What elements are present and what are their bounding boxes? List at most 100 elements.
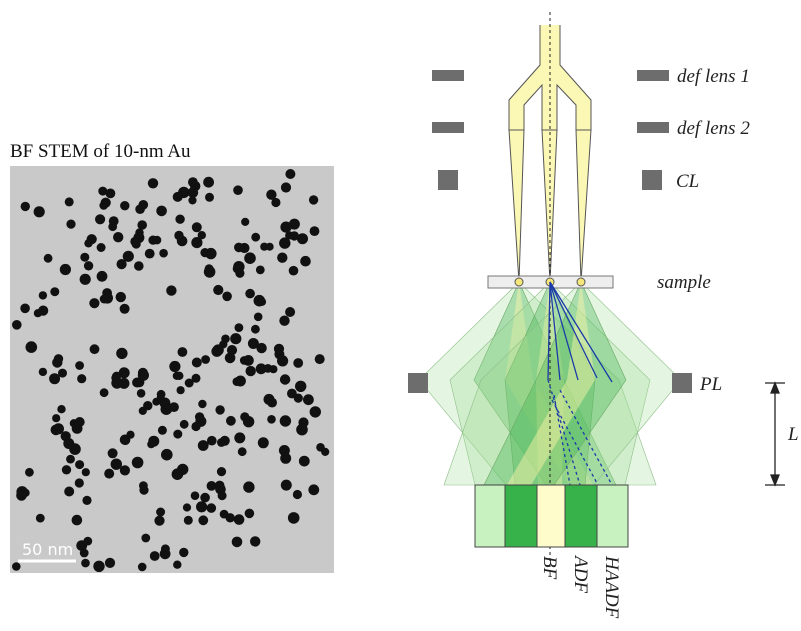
particle <box>321 448 329 456</box>
particle <box>244 252 256 264</box>
particle <box>183 503 191 511</box>
particle <box>138 563 147 572</box>
particle <box>177 386 185 394</box>
particle <box>303 394 314 405</box>
particle <box>84 261 93 270</box>
particle <box>157 394 165 402</box>
particle <box>234 432 245 443</box>
particle <box>93 561 104 572</box>
particle <box>198 400 206 408</box>
particle <box>66 455 75 464</box>
particle <box>297 233 308 244</box>
particle <box>172 468 184 480</box>
particle <box>238 447 247 456</box>
particle <box>52 414 60 422</box>
particle <box>82 496 91 505</box>
particle <box>196 501 207 512</box>
particle <box>279 316 289 326</box>
particle <box>66 220 75 229</box>
particle <box>250 536 260 546</box>
particle <box>243 355 254 366</box>
particle <box>251 325 260 334</box>
particle <box>230 333 241 344</box>
particle <box>243 481 254 492</box>
particle <box>100 295 109 304</box>
particle <box>232 537 243 548</box>
particle <box>53 423 64 434</box>
particle <box>213 285 223 295</box>
particle <box>82 468 90 476</box>
particle <box>12 562 21 571</box>
particle <box>166 285 176 295</box>
particle <box>256 266 265 275</box>
particle <box>80 274 91 285</box>
particle <box>112 372 121 381</box>
particle <box>169 361 180 372</box>
detector-label: BF <box>539 556 560 580</box>
particle <box>54 354 63 363</box>
particle <box>289 266 299 276</box>
particle <box>105 558 115 568</box>
particle <box>75 361 84 370</box>
particle <box>241 218 249 226</box>
incident-beam <box>509 25 591 282</box>
particle <box>192 222 202 232</box>
particle <box>266 243 274 251</box>
particle <box>81 559 90 568</box>
particle <box>293 358 303 368</box>
particle <box>109 216 119 226</box>
particle <box>80 253 89 262</box>
particle <box>220 510 229 519</box>
particle <box>116 348 127 359</box>
particle <box>169 402 179 412</box>
particle <box>258 437 269 448</box>
particle <box>120 304 130 314</box>
particle <box>253 295 265 307</box>
particle <box>254 313 263 322</box>
particle <box>57 405 65 413</box>
particle <box>274 344 284 354</box>
particle <box>188 196 196 204</box>
particle <box>161 449 173 461</box>
particle <box>39 368 47 376</box>
particle <box>76 540 87 551</box>
particle <box>280 415 291 426</box>
particle <box>133 232 144 243</box>
particle <box>195 416 206 427</box>
particle <box>246 366 256 376</box>
particle <box>108 448 118 458</box>
particle <box>179 548 188 557</box>
particle <box>65 197 74 206</box>
particle <box>100 388 109 397</box>
particle <box>226 416 236 426</box>
detector <box>475 485 628 547</box>
particle <box>50 287 59 296</box>
particle <box>235 323 244 332</box>
particle <box>287 389 297 399</box>
particle <box>145 249 155 259</box>
particle <box>75 460 84 469</box>
pl-label: PL <box>699 374 722 395</box>
particle <box>77 374 86 383</box>
particle <box>156 206 167 217</box>
particle <box>173 430 182 439</box>
particle <box>84 239 92 247</box>
particle <box>147 440 155 448</box>
particle <box>200 493 210 503</box>
particle <box>20 304 30 314</box>
particle <box>160 548 171 559</box>
particle <box>178 347 188 357</box>
particle <box>222 292 232 302</box>
particle <box>95 214 105 224</box>
particle <box>135 377 145 387</box>
detector-label: ADF <box>570 554 591 593</box>
particle <box>113 232 123 242</box>
particle <box>135 204 145 214</box>
particle <box>245 509 255 519</box>
particle <box>234 514 245 525</box>
particle <box>158 426 167 435</box>
particle <box>89 298 99 308</box>
lens-label: def lens 1 <box>677 66 750 87</box>
particle <box>295 381 306 392</box>
lens-label: CL <box>676 171 699 192</box>
